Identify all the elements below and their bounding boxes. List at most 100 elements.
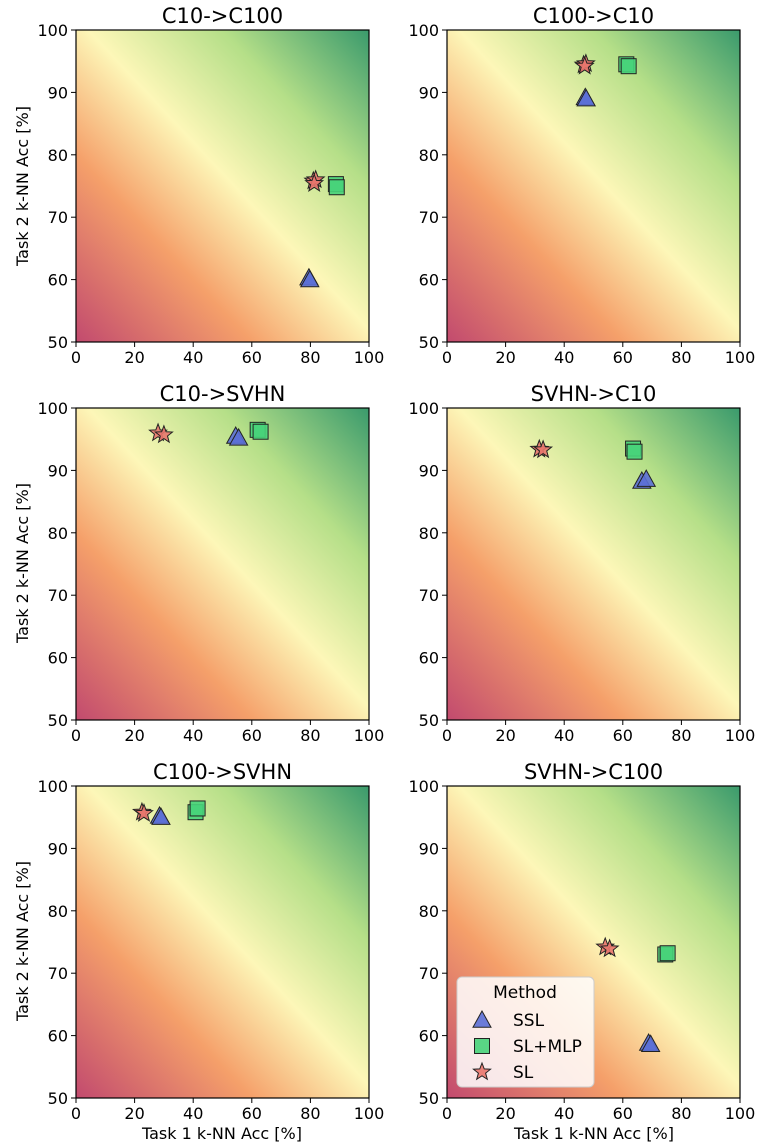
plot-background (76, 30, 369, 342)
panel-4: 0 20 40 60 80 100 50 60 70 80 90 100 SVHN->C10 (408, 382, 755, 745)
y-axis-label-row-1: Task 2 k-NN Acc [%] (13, 106, 32, 267)
x-tick-label: 40 (554, 348, 574, 367)
x-tick-label: 0 (442, 348, 452, 367)
legend-triangle-icon (472, 1009, 492, 1028)
x-tick-label: 0 (442, 1104, 452, 1123)
y-tick-label: 100 (408, 21, 439, 40)
plot-frame (75, 407, 370, 721)
x-tick-label: 20 (495, 726, 515, 745)
y-tick-label: 50 (419, 711, 439, 730)
x-tick-label: 40 (183, 348, 203, 367)
panel-3: 0 20 40 60 80 100 50 60 70 80 90 100 C10->SVHN (37, 382, 384, 745)
x-tick-label: 60 (613, 348, 633, 367)
x-tick-label: 100 (354, 348, 385, 367)
y-tick-label: 80 (419, 902, 439, 921)
x-tick-label: 80 (300, 1104, 320, 1123)
y-tick-label: 90 (48, 461, 68, 480)
y-axis-label-row-3: Task 2 k-NN Acc [%] (13, 861, 32, 1022)
x-tick-label: 80 (671, 726, 691, 745)
y-tick-label: 60 (48, 649, 68, 668)
x-tick-label: 0 (442, 726, 452, 745)
marker-sl-mlp (189, 800, 206, 817)
legend: Method SSL SL+MLP SL (456, 976, 595, 1088)
y-tick-label: 100 (37, 777, 68, 796)
x-tick-label: 60 (242, 726, 262, 745)
x-tick-label: 80 (300, 726, 320, 745)
y-tick-label: 80 (419, 146, 439, 165)
x-tick-label: 100 (725, 726, 756, 745)
y-tick-label: 80 (48, 146, 68, 165)
plot-background (447, 30, 740, 342)
x-tick-label: 0 (71, 1104, 81, 1123)
x-tick-label: 0 (71, 348, 81, 367)
plot-frame (75, 29, 370, 343)
marker-sl (134, 803, 154, 822)
y-tick-label: 90 (419, 461, 439, 480)
x-tick-label: 20 (495, 348, 515, 367)
panel-title: C10->C100 (162, 4, 283, 28)
x-tick-label: 80 (671, 1104, 691, 1123)
legend-title: Method (493, 983, 557, 1003)
y-tick-label: 90 (48, 83, 68, 102)
y-tick-label: 60 (48, 1027, 68, 1046)
x-tick-label: 60 (242, 1104, 262, 1123)
legend-label: SL+MLP (513, 1037, 582, 1057)
x-tick-label: 100 (725, 348, 756, 367)
x-tick-label: 60 (613, 726, 633, 745)
x-tick-label: 40 (183, 726, 203, 745)
legend-square-icon (474, 1038, 490, 1054)
y-tick-label: 60 (419, 271, 439, 290)
panel-1: 0 20 40 60 80 100 50 60 70 80 90 100 C10->C100 (37, 4, 384, 367)
panel-title: SVHN->C10 (531, 382, 657, 406)
x-tick-label: 20 (124, 1104, 144, 1123)
y-tick-label: 50 (419, 1089, 439, 1108)
x-tick-label: 60 (242, 348, 262, 367)
plot-background (447, 408, 740, 720)
x-tick-label: 40 (554, 726, 574, 745)
plot-frame (446, 785, 741, 1099)
y-axis-label-row-2: Task 2 k-NN Acc [%] (13, 483, 32, 644)
marker-ssl (228, 427, 249, 446)
y-tick-label: 50 (48, 1089, 68, 1108)
plot-background (76, 786, 369, 1098)
y-tick-label: 100 (37, 399, 68, 418)
marker-ssl (636, 469, 657, 487)
y-tick-label: 80 (48, 902, 68, 921)
y-tick-label: 60 (48, 271, 68, 290)
marker-ssl (151, 807, 171, 825)
plot-frame (446, 407, 741, 721)
marker-ssl (576, 88, 597, 107)
x-tick-label: 80 (300, 348, 320, 367)
y-tick-label: 80 (419, 524, 439, 543)
y-tick-label: 90 (48, 839, 68, 858)
legend-star-icon (472, 1061, 492, 1081)
legend-box (456, 976, 595, 1088)
x-tick-label: 20 (495, 1104, 515, 1123)
legend-label: SSL (513, 1011, 545, 1031)
plot-frame (446, 29, 741, 343)
plot-frame (75, 785, 370, 1099)
x-tick-label: 80 (671, 348, 691, 367)
marker-sl (153, 424, 174, 444)
y-tick-label: 50 (419, 333, 439, 352)
panel-2: 0 20 40 60 80 100 50 60 70 80 90 100 C100->C10 (408, 4, 755, 367)
y-tick-label: 70 (48, 964, 68, 983)
panel-title: C10->SVHN (160, 382, 286, 406)
y-tick-label: 50 (48, 333, 68, 352)
legend-label: SL (513, 1063, 534, 1083)
y-tick-label: 60 (419, 1027, 439, 1046)
marker-sl-mlp (620, 58, 637, 75)
panel-title: C100->SVHN (153, 760, 292, 784)
y-tick-label: 70 (419, 586, 439, 605)
y-tick-label: 70 (419, 964, 439, 983)
x-tick-label: 0 (71, 726, 81, 745)
plot-background (76, 408, 369, 720)
y-tick-label: 90 (419, 839, 439, 858)
x-axis-label-left: Task 1 k-NN Acc [%] (141, 1124, 302, 1143)
y-tick-label: 70 (419, 208, 439, 227)
marker-ssl (299, 269, 320, 288)
y-tick-label: 100 (408, 399, 439, 418)
x-tick-label: 40 (554, 1104, 574, 1123)
marker-sl-mlp (252, 423, 269, 440)
